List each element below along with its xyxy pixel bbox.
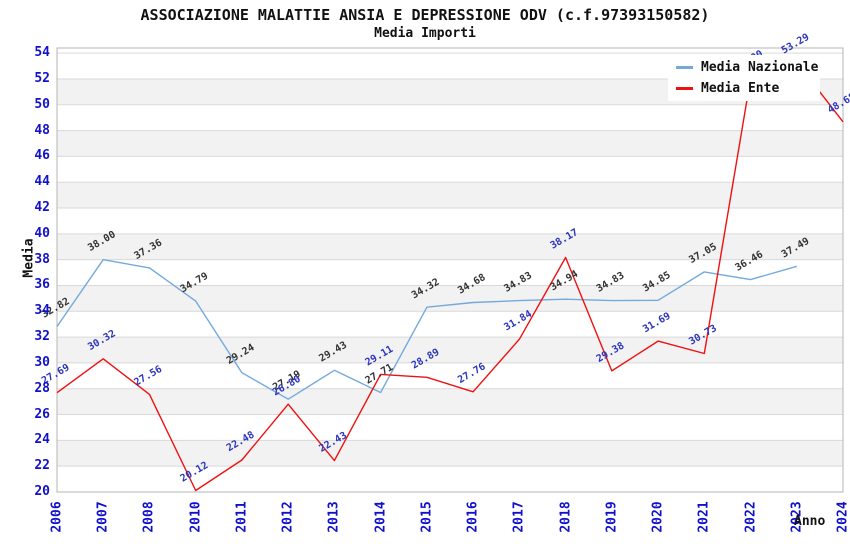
grid-band	[57, 311, 843, 338]
chart-title: ASSOCIAZIONE MALATTIE ANSIA E DEPRESSION…	[140, 6, 710, 24]
grid-band	[57, 104, 843, 131]
legend-line-swatch-blue	[676, 66, 693, 69]
plot-border	[56, 47, 844, 493]
series-line-media-ente	[56, 61, 844, 492]
y-tick-label: 28	[34, 380, 50, 396]
x-tick-label: 2018	[558, 501, 574, 533]
x-tick-label: 2012	[280, 501, 296, 533]
y-tick-label: 34	[34, 303, 50, 319]
grid-band	[57, 130, 843, 157]
y-tick-label: 52	[34, 70, 50, 86]
x-tick-label: 2014	[373, 501, 389, 533]
grid-band	[57, 285, 843, 312]
grid-band	[57, 208, 843, 234]
legend-label: Media Nazionale	[701, 60, 819, 75]
x-tick-label: 2007	[95, 501, 111, 533]
x-tick-label: 2016	[465, 501, 481, 533]
x-tick-label: 2006	[49, 501, 65, 533]
y-tick-label: 38	[34, 251, 50, 267]
grid-band	[57, 414, 843, 441]
y-tick-label: 36	[34, 277, 50, 293]
grid-band	[57, 156, 843, 183]
grid-band	[57, 466, 843, 492]
x-tick-label: 2010	[188, 501, 204, 533]
y-tick-label: 24	[34, 432, 50, 448]
x-tick-label: 2011	[234, 501, 250, 533]
x-tick-label: 2013	[326, 501, 342, 533]
grid-band	[57, 182, 843, 209]
x-tick-label: 2022	[743, 501, 759, 533]
legend-item-media-nazionale: Media Nazionale	[676, 60, 820, 75]
x-tick-label: 2020	[650, 501, 666, 533]
chart-subtitle: Media Importi	[374, 26, 476, 41]
y-tick-label: 46	[34, 148, 50, 164]
x-tick-label: 2021	[696, 501, 712, 533]
y-tick-label: 30	[34, 354, 50, 370]
grid-band	[57, 440, 843, 467]
legend: Media Nazionale Media Ente	[668, 55, 820, 101]
y-tick-label: 48	[34, 122, 50, 138]
grid-band	[57, 337, 843, 363]
grid-band	[57, 233, 843, 260]
y-tick-label: 22	[34, 458, 50, 474]
grid-band	[57, 388, 843, 415]
y-tick-label: 50	[34, 96, 50, 112]
y-tick-label: 54	[34, 45, 50, 61]
y-tick-label: 26	[34, 406, 50, 422]
y-tick-label: 20	[34, 484, 50, 499]
x-axis-title: Anno	[794, 514, 826, 529]
x-tick-label: 2019	[604, 501, 620, 533]
grid-band	[57, 259, 843, 286]
legend-item-media-ente: Media Ente	[676, 81, 820, 96]
x-tick-label: 2024	[835, 501, 850, 533]
y-tick-label: 42	[34, 200, 50, 216]
x-tick-label: 2015	[419, 501, 435, 533]
series-line-media-nazionale	[56, 259, 797, 400]
x-tick-label: 2017	[511, 501, 527, 533]
legend-label: Media Ente	[701, 81, 780, 96]
y-tick-label: 44	[34, 174, 50, 190]
y-tick-label: 32	[34, 329, 50, 345]
legend-line-swatch-red	[676, 87, 693, 90]
x-tick-label: 2008	[141, 501, 157, 533]
y-tick-label: 40	[34, 225, 50, 241]
